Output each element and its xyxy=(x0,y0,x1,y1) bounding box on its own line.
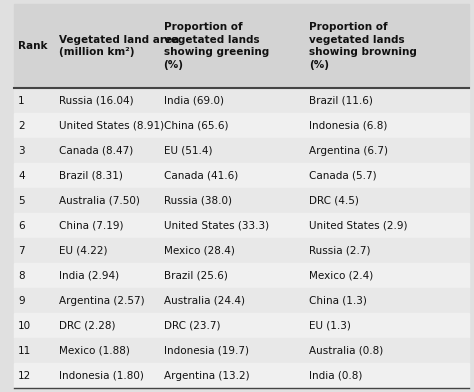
Text: Australia (7.50): Australia (7.50) xyxy=(59,196,140,206)
Text: Brazil (25.6): Brazil (25.6) xyxy=(164,270,228,281)
Text: India (69.0): India (69.0) xyxy=(164,96,224,106)
Bar xyxy=(14,313,469,338)
Text: 7: 7 xyxy=(18,246,25,256)
Text: Proportion of
vegetated lands
showing greening
(%): Proportion of vegetated lands showing gr… xyxy=(164,22,269,70)
Text: Brazil (8.31): Brazil (8.31) xyxy=(59,171,123,181)
Text: 3: 3 xyxy=(18,146,25,156)
Bar xyxy=(14,238,469,263)
Text: 1: 1 xyxy=(18,96,25,106)
Text: 2: 2 xyxy=(18,121,25,131)
Text: Canada (41.6): Canada (41.6) xyxy=(164,171,238,181)
Text: Australia (24.4): Australia (24.4) xyxy=(164,296,245,306)
Text: Indonesia (6.8): Indonesia (6.8) xyxy=(309,121,388,131)
Bar xyxy=(14,363,469,388)
Text: United States (2.9): United States (2.9) xyxy=(309,221,408,230)
Text: Rank: Rank xyxy=(18,41,47,51)
Text: 9: 9 xyxy=(18,296,25,306)
Text: China (65.6): China (65.6) xyxy=(164,121,228,131)
Bar xyxy=(14,263,469,288)
Text: EU (4.22): EU (4.22) xyxy=(59,246,108,256)
Text: United States (33.3): United States (33.3) xyxy=(164,221,269,230)
Text: Argentina (13.2): Argentina (13.2) xyxy=(164,370,249,381)
Text: Mexico (1.88): Mexico (1.88) xyxy=(59,346,130,356)
Text: 8: 8 xyxy=(18,270,25,281)
Text: Russia (2.7): Russia (2.7) xyxy=(309,246,371,256)
Text: 11: 11 xyxy=(18,346,31,356)
Text: Proportion of
vegetated lands
showing browning
(%): Proportion of vegetated lands showing br… xyxy=(309,22,417,70)
Bar xyxy=(14,4,469,88)
Text: Mexico (28.4): Mexico (28.4) xyxy=(164,246,235,256)
Text: Vegetated land area
(million km²): Vegetated land area (million km²) xyxy=(59,35,179,57)
Bar xyxy=(14,113,469,138)
Text: 12: 12 xyxy=(18,370,31,381)
Text: Argentina (6.7): Argentina (6.7) xyxy=(309,146,388,156)
Text: Indonesia (19.7): Indonesia (19.7) xyxy=(164,346,249,356)
Text: China (7.19): China (7.19) xyxy=(59,221,123,230)
Text: Australia (0.8): Australia (0.8) xyxy=(309,346,383,356)
Bar xyxy=(14,163,469,188)
Text: 4: 4 xyxy=(18,171,25,181)
Text: Canada (5.7): Canada (5.7) xyxy=(309,171,377,181)
Text: 6: 6 xyxy=(18,221,25,230)
Text: Brazil (11.6): Brazil (11.6) xyxy=(309,96,373,106)
Text: 10: 10 xyxy=(18,321,31,330)
Bar xyxy=(14,288,469,313)
Bar xyxy=(14,88,469,113)
Text: DRC (2.28): DRC (2.28) xyxy=(59,321,116,330)
Bar xyxy=(14,138,469,163)
Text: India (0.8): India (0.8) xyxy=(309,370,363,381)
Bar xyxy=(14,213,469,238)
Text: China (1.3): China (1.3) xyxy=(309,296,367,306)
Text: Mexico (2.4): Mexico (2.4) xyxy=(309,270,374,281)
Text: India (2.94): India (2.94) xyxy=(59,270,119,281)
Bar xyxy=(14,338,469,363)
Text: EU (51.4): EU (51.4) xyxy=(164,146,212,156)
Text: Canada (8.47): Canada (8.47) xyxy=(59,146,133,156)
Text: Indonesia (1.80): Indonesia (1.80) xyxy=(59,370,144,381)
Text: EU (1.3): EU (1.3) xyxy=(309,321,351,330)
Text: United States (8.91): United States (8.91) xyxy=(59,121,164,131)
Text: Argentina (2.57): Argentina (2.57) xyxy=(59,296,145,306)
Text: DRC (4.5): DRC (4.5) xyxy=(309,196,359,206)
Text: Russia (38.0): Russia (38.0) xyxy=(164,196,232,206)
Bar xyxy=(14,188,469,213)
Text: Russia (16.04): Russia (16.04) xyxy=(59,96,134,106)
Text: 5: 5 xyxy=(18,196,25,206)
Text: DRC (23.7): DRC (23.7) xyxy=(164,321,220,330)
